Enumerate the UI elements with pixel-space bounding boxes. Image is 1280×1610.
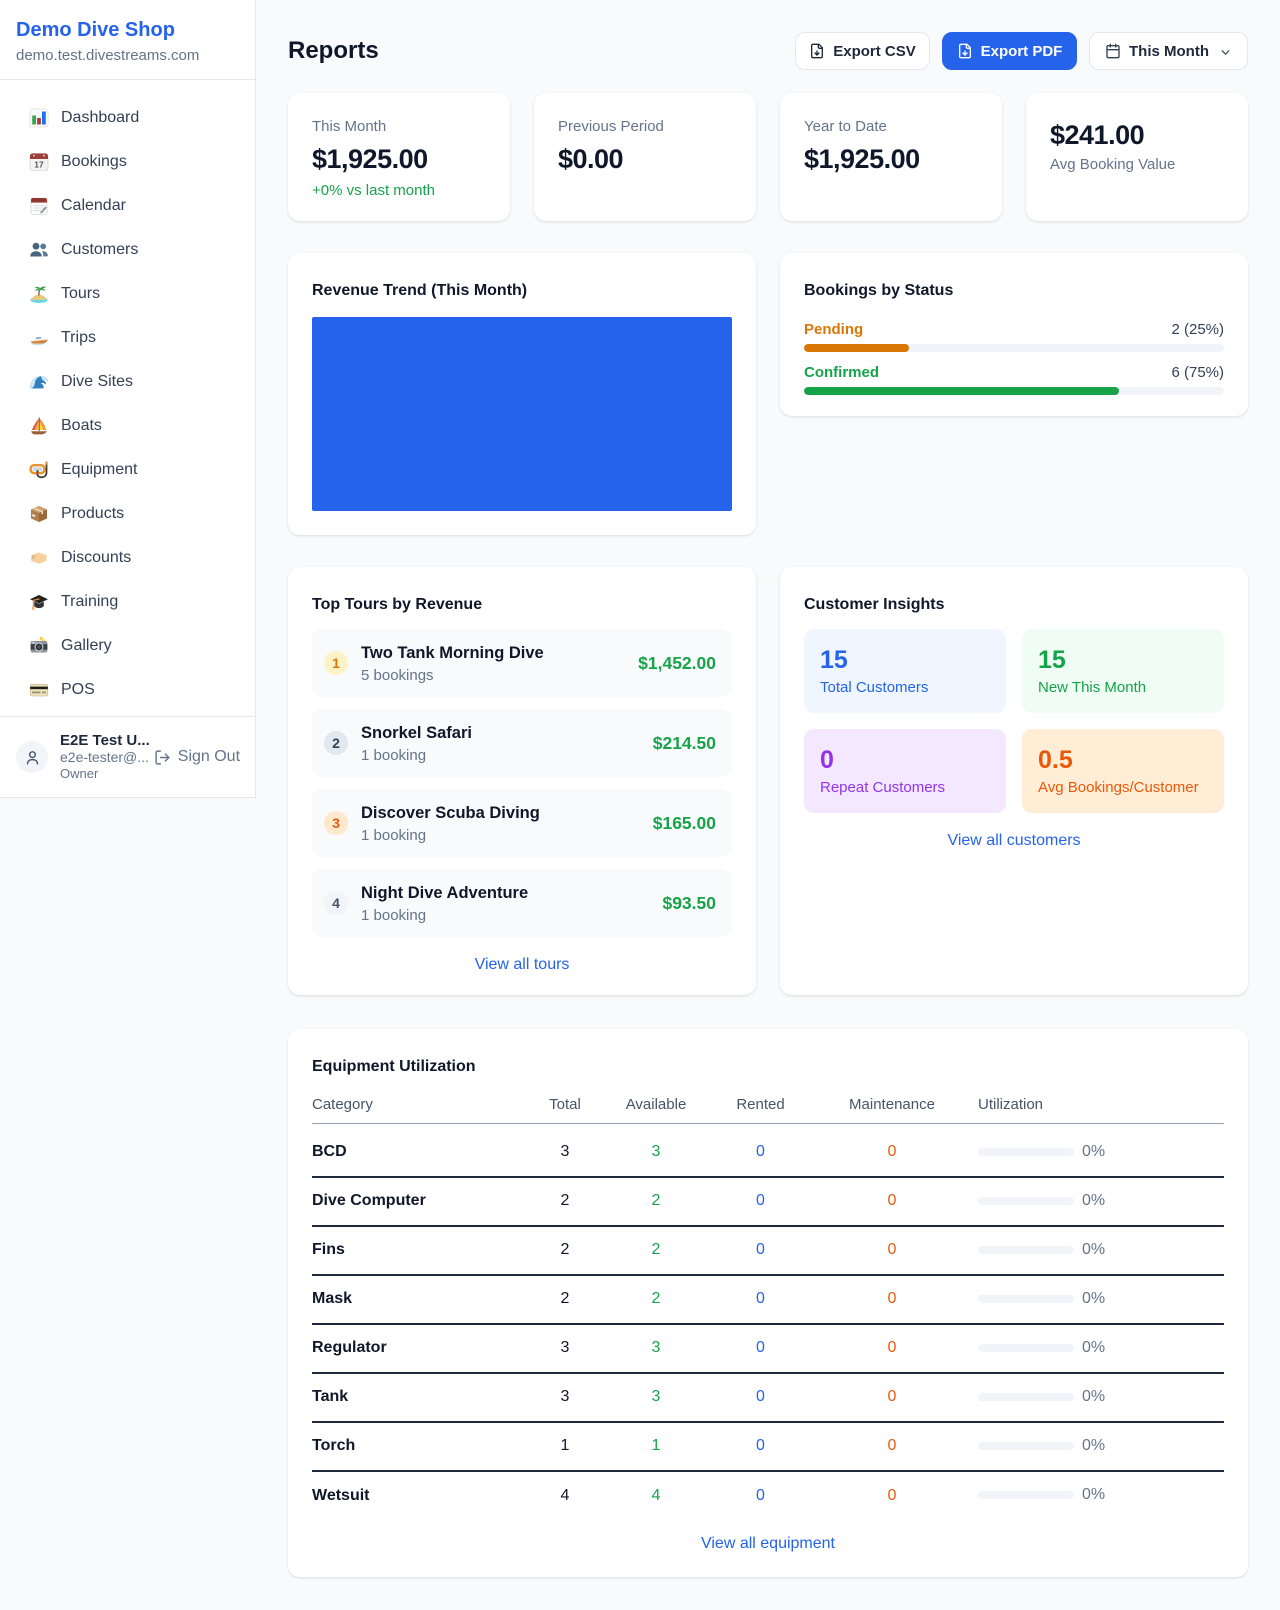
svg-text:17: 17 — [34, 160, 44, 170]
